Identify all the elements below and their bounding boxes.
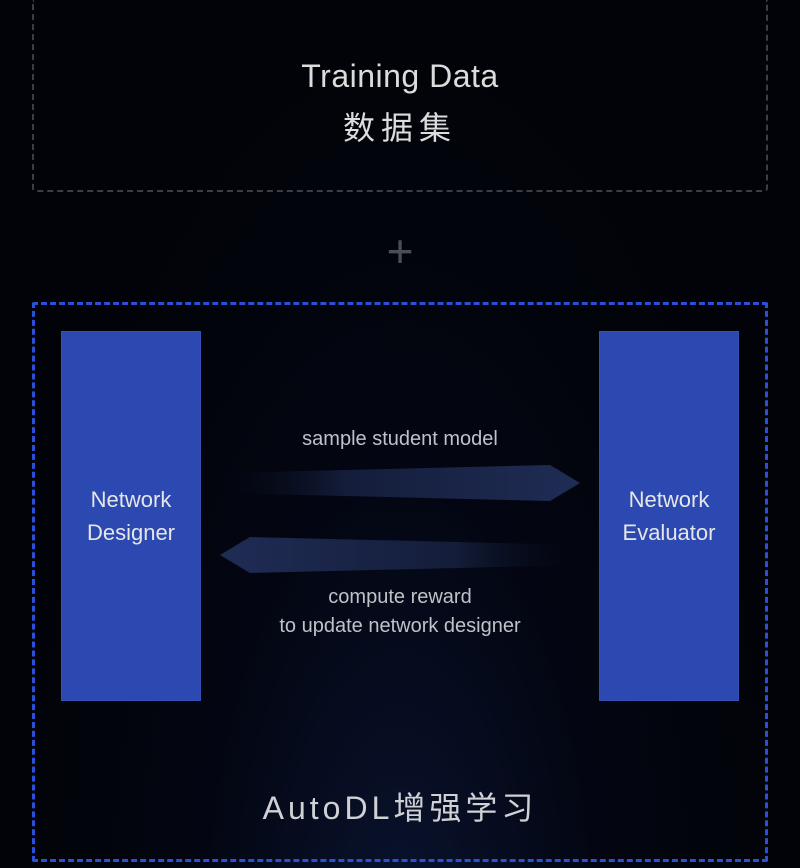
network-designer-node: Network Designer: [61, 331, 201, 701]
flow-backward-label: compute reward to update network designe…: [279, 583, 520, 641]
diagram-canvas: Training Data 数据集 + Network Designer Net…: [0, 0, 800, 868]
training-data-title-en: Training Data: [34, 58, 766, 95]
plus-icon: +: [387, 228, 414, 274]
autodl-title: AutoDL增强学习: [263, 783, 538, 829]
node-label-line2: Designer: [87, 516, 175, 549]
flow-forward-label: sample student model: [302, 425, 498, 454]
node-label-line2: Evaluator: [623, 516, 716, 549]
network-evaluator-node: Network Evaluator: [599, 331, 739, 701]
node-label-line1: Network: [91, 483, 172, 516]
arrow-left-icon: [220, 537, 580, 573]
training-data-title-zh: 数据集: [34, 103, 766, 149]
autodl-box: Network Designer Network Evaluator sampl…: [32, 302, 768, 862]
node-label-line1: Network: [629, 483, 710, 516]
arrow-right-icon: [220, 465, 580, 501]
training-data-box: Training Data 数据集: [32, 0, 768, 192]
